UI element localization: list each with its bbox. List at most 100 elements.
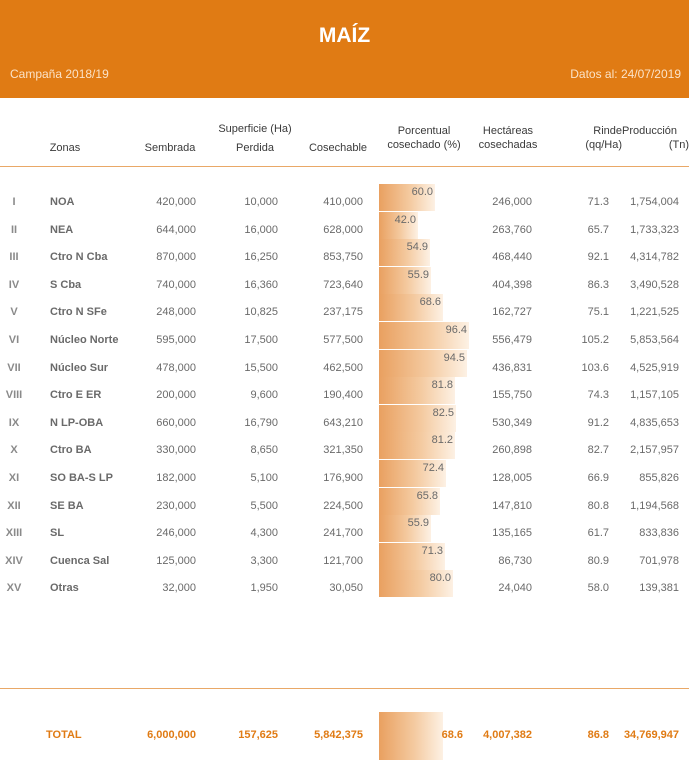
row-cosechable: 410,000 — [323, 196, 363, 208]
row-pct-value: 96.4 — [445, 324, 467, 336]
total-pct-bar — [379, 712, 443, 760]
rinde-header-line2: (qq/Ha) — [585, 139, 622, 151]
row-cosechable: 628,000 — [323, 223, 363, 236]
row-zona: Ctro N SFe — [50, 306, 107, 319]
row-hectareas: 404,398 — [492, 278, 532, 291]
hectareas-header: Hectáreas cosechadas — [468, 124, 548, 152]
zonas-header: Zonas — [49, 142, 81, 154]
row-zona: SL — [50, 527, 65, 540]
row-number: XII — [7, 499, 21, 512]
row-number: III — [9, 251, 19, 264]
row-hectareas: 246,000 — [492, 196, 532, 208]
row-hectareas: 155,750 — [492, 389, 532, 402]
row-produccion: 3,490,528 — [630, 278, 679, 291]
row-cosechable: 723,640 — [323, 278, 363, 291]
row-pct-bar — [379, 542, 445, 570]
produccion-header: Producción (Tn) — [618, 124, 689, 152]
row-number: XV — [6, 582, 22, 595]
row-number: VIII — [5, 389, 23, 402]
row-produccion: 5,853,564 — [630, 334, 679, 346]
row-cosechable: 224,500 — [323, 499, 363, 512]
total-cosechable: 5,842,375 — [314, 729, 363, 741]
row-produccion: 4,525,919 — [630, 361, 679, 374]
row-perdida: 16,000 — [244, 223, 278, 236]
row-hectareas: 24,040 — [498, 582, 532, 595]
row-hectareas: 147,810 — [492, 499, 532, 512]
row-sembrada: 330,000 — [156, 444, 196, 457]
row-zona: N LP-OBA — [50, 416, 104, 429]
row-number: V — [10, 306, 18, 319]
porcentual-header: Porcentual cosechado (%) — [376, 124, 472, 152]
row-pct-bar — [379, 322, 469, 349]
row-cosechable: 241,700 — [323, 527, 363, 540]
row-pct-value: 80.0 — [429, 572, 451, 585]
rinde-header: Rinde (qq/Ha) — [566, 124, 622, 152]
row-produccion: 1,157,105 — [630, 389, 679, 402]
row-rinde: 103.6 — [581, 361, 609, 374]
row-perdida: 16,360 — [244, 278, 278, 291]
row-sembrada: 230,000 — [156, 499, 196, 512]
total-rinde: 86.8 — [587, 729, 609, 741]
row-pct-value: 55.9 — [407, 517, 429, 530]
row-pct-value: 42.0 — [394, 213, 416, 226]
row-sembrada: 420,000 — [156, 196, 196, 208]
row-pct-bar — [379, 349, 467, 377]
cosechable-header: Cosechable — [308, 142, 368, 154]
row-zona: NEA — [50, 223, 74, 236]
row-rinde: 74.3 — [587, 389, 609, 402]
data-date-label: Datos al: 24/07/2019 — [570, 67, 681, 81]
row-hectareas: 86,730 — [498, 554, 532, 567]
row-hectareas: 530,349 — [492, 416, 532, 429]
row-pct-bar — [379, 239, 430, 267]
row-zona: SE BA — [50, 499, 84, 512]
row-pct-value: 55.9 — [407, 268, 429, 281]
row-sembrada: 200,000 — [156, 389, 196, 402]
row-cosechable: 577,500 — [323, 334, 363, 346]
row-perdida: 17,500 — [244, 334, 278, 346]
row-sembrada: 248,000 — [156, 306, 196, 319]
row-perdida: 10,000 — [244, 196, 278, 208]
row-zona: Cuenca Sal — [50, 554, 110, 567]
row-number: IV — [8, 278, 20, 291]
row-sembrada: 740,000 — [156, 278, 196, 291]
row-cosechable: 643,210 — [323, 416, 363, 429]
row-pct-value: 72.4 — [422, 462, 444, 474]
row-produccion: 1,754,004 — [630, 196, 679, 208]
row-number: X — [10, 444, 18, 457]
row-perdida: 3,300 — [250, 554, 278, 567]
row-pct-value: 65.8 — [416, 489, 438, 502]
rinde-header-line1: Rinde — [593, 125, 622, 137]
total-pct-value: 68.6 — [441, 729, 463, 741]
row-zona: Núcleo Sur — [50, 361, 109, 374]
porcentual-header-line2: cosechado (%) — [387, 139, 461, 151]
row-sembrada: 246,000 — [156, 527, 196, 540]
row-zona: Ctro E ER — [50, 389, 102, 402]
row-number: VII — [7, 361, 21, 374]
row-rinde: 86.3 — [587, 278, 609, 291]
row-pct-bar — [379, 515, 431, 543]
row-number: IX — [8, 416, 20, 429]
row-cosechable: 237,175 — [323, 306, 363, 319]
row-number: VI — [8, 334, 20, 346]
row-number: II — [10, 223, 18, 236]
row-hectareas: 135,165 — [492, 527, 532, 540]
row-rinde: 80.8 — [587, 499, 609, 512]
row-zona: Núcleo Norte — [50, 334, 119, 346]
row-hectareas: 263,760 — [492, 223, 532, 236]
row-pct-bar — [379, 432, 455, 460]
row-rinde: 92.1 — [587, 251, 609, 264]
row-produccion: 1,733,323 — [630, 223, 679, 236]
row-sembrada: 32,000 — [162, 582, 196, 595]
total-produccion: 34,769,947 — [623, 729, 679, 741]
header-divider — [0, 166, 689, 167]
row-number: XI — [8, 472, 20, 484]
row-perdida: 10,825 — [244, 306, 278, 319]
row-sembrada: 660,000 — [156, 416, 196, 429]
row-pct-value: 71.3 — [421, 544, 443, 557]
row-number: I — [12, 196, 16, 208]
row-perdida: 16,790 — [244, 416, 278, 429]
row-rinde: 80.9 — [587, 554, 609, 567]
porcentual-header-line1: Porcentual — [397, 125, 451, 137]
perdida-header: Perdida — [236, 142, 274, 154]
row-rinde: 75.1 — [587, 306, 609, 319]
